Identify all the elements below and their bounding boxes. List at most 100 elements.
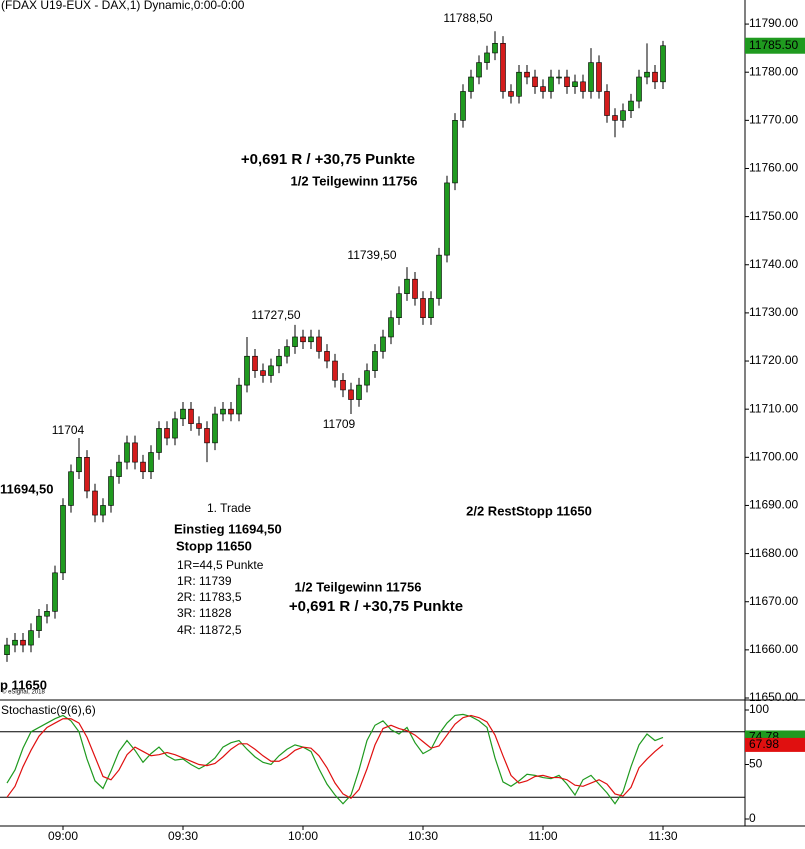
annotation: Einstieg 11694,50 (174, 521, 282, 536)
candle-body (188, 408, 194, 424)
annotation: 2/2 RestStopp 11650 (466, 503, 592, 518)
annotation: 11727,50 (251, 308, 300, 322)
candle-body (252, 355, 258, 371)
candle-body (420, 298, 426, 319)
candle-body (604, 91, 610, 116)
candle-body (172, 418, 178, 439)
candle-body (36, 615, 42, 631)
candle-body (212, 413, 218, 444)
last-value-box (745, 737, 805, 752)
x-tick-label: 11:00 (528, 829, 557, 843)
last-value-label: 67.98 (749, 737, 779, 751)
annotation: 11694,50 (0, 481, 54, 496)
candle-body (148, 452, 154, 473)
candle-body (628, 100, 634, 112)
candle-body (492, 43, 498, 54)
candle-body (620, 110, 626, 121)
candle-body (348, 389, 354, 400)
x-tick-label: 11:30 (648, 829, 677, 843)
stochastic-line (6, 714, 664, 800)
y-tick-label: 11750.00 (749, 209, 798, 223)
candle-body (324, 351, 330, 362)
price-pane (4, 31, 666, 662)
candle-body (340, 379, 346, 391)
candle-body (516, 71, 522, 97)
candle-body (228, 408, 234, 415)
candle-body (68, 471, 74, 506)
candle-body (612, 115, 618, 121)
annotation: Stopp 11650 (176, 538, 252, 553)
x-tick-label: 10:30 (408, 829, 438, 843)
annotation: 1/2 Teilgewinn 11756 (295, 579, 422, 594)
candle-body (124, 442, 130, 463)
candle-body (204, 428, 210, 444)
x-tick-label: 09:00 (48, 829, 78, 843)
y-tick-label: 11760.00 (749, 161, 798, 175)
candle-body (220, 408, 226, 415)
candle-body (260, 370, 266, 376)
y-tick-label: 11740.00 (749, 257, 798, 271)
candle-body (436, 254, 442, 299)
candle-body (244, 355, 250, 386)
candle-body (276, 355, 282, 367)
candle-body (396, 293, 402, 319)
stochastic-title: Stochastic(9(6),6) (1, 703, 96, 717)
y-tick-label: 11650.00 (749, 690, 798, 704)
y-tick-label: 11790.00 (749, 16, 798, 30)
candle-body (140, 461, 146, 473)
candle-body (372, 351, 378, 371)
y-tick-label: 11710.00 (749, 401, 798, 415)
y-tick-label: 11700.00 (749, 449, 798, 463)
candle-body (132, 442, 138, 463)
candle-body (564, 76, 570, 87)
y-tick-label: 100 (749, 702, 769, 716)
candle-body (428, 298, 434, 319)
candle-body (76, 457, 82, 473)
y-tick-label: 0 (749, 811, 756, 825)
annotation: 1. Trade (207, 501, 251, 515)
last-price-box (745, 37, 805, 54)
candle-body (92, 490, 98, 516)
candle-body (156, 428, 162, 453)
candle-body (500, 43, 506, 92)
y-tick-label: 11670.00 (749, 594, 798, 608)
candle-body (540, 86, 546, 92)
candle-body (44, 611, 50, 617)
candle-body (180, 408, 186, 420)
annotation: 2R: 11783,5 (177, 590, 242, 604)
y-tick-label: 11680.00 (749, 546, 798, 560)
copyright: © eSignal, 2018 (2, 689, 45, 696)
annotation: +0,691 R / +30,75 Punkte (289, 598, 463, 615)
candle-body (660, 45, 666, 83)
candle-body (52, 572, 58, 612)
x-tick-label: 09:30 (168, 829, 198, 843)
candle-body (644, 71, 650, 78)
y-tick-label: 11690.00 (749, 498, 798, 512)
candle-body (596, 62, 602, 92)
candle-body (268, 365, 274, 376)
candle-body (28, 630, 34, 646)
candle-body (524, 71, 530, 78)
candle-body (388, 317, 394, 338)
candle-body (108, 476, 114, 506)
candle-body (532, 76, 538, 87)
candle-body (116, 461, 122, 477)
candle-body (652, 71, 658, 83)
candle-body (476, 62, 482, 78)
y-tick-label: 11780.00 (749, 64, 798, 78)
candle-body (300, 336, 306, 343)
candle-body (100, 505, 106, 516)
candle-body (444, 182, 450, 256)
candle-body (588, 62, 594, 92)
candle-body (4, 644, 10, 655)
candle-body (468, 76, 474, 92)
y-tick-label: 11660.00 (749, 642, 798, 656)
candle-body (364, 370, 370, 386)
candle-body (164, 428, 170, 439)
y-tick-label: 50 (749, 757, 763, 771)
candle-body (460, 91, 466, 121)
candle-body (284, 346, 290, 357)
candle-body (580, 81, 586, 92)
candle-body (60, 505, 66, 574)
